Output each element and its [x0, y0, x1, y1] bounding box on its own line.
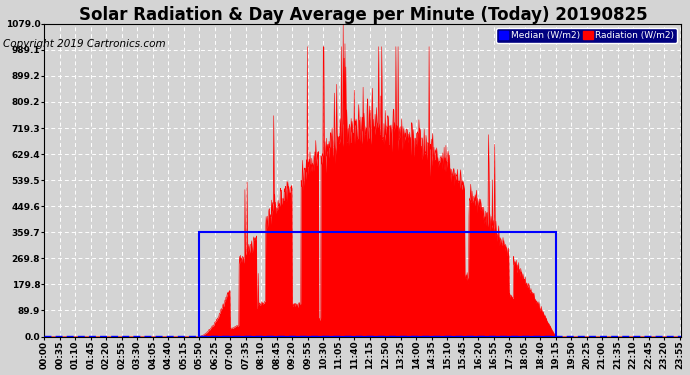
Text: Copyright 2019 Cartronics.com: Copyright 2019 Cartronics.com — [3, 39, 166, 50]
Title: Solar Radiation & Day Average per Minute (Today) 20190825: Solar Radiation & Day Average per Minute… — [79, 6, 647, 24]
Legend: Median (W/m2), Radiation (W/m2): Median (W/m2), Radiation (W/m2) — [496, 28, 677, 43]
Bar — [199, 232, 555, 336]
